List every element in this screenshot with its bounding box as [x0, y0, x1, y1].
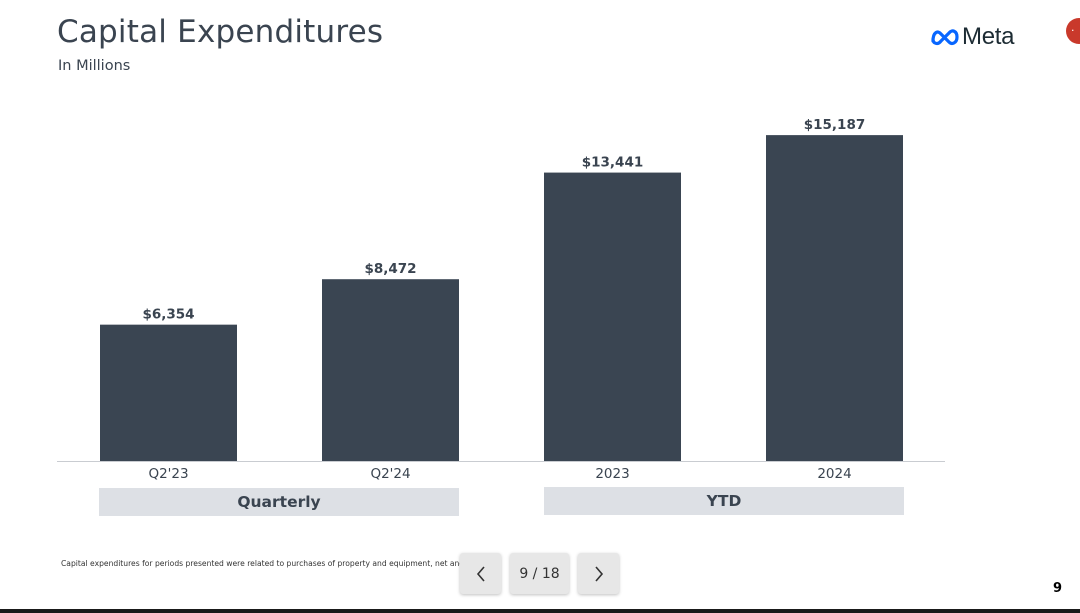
data-label-0: $6,354 — [142, 307, 194, 323]
group-label-ytd: YTD — [544, 487, 904, 515]
x-tick-label-3: 2024 — [817, 466, 851, 482]
bar-3 — [766, 135, 903, 461]
slide-title: Capital Expenditures — [57, 14, 384, 50]
page-indicator: 9 / 18 — [510, 553, 569, 594]
bar-1 — [322, 279, 459, 461]
footnote: Capital expenditures for periods present… — [61, 559, 465, 568]
data-label-1: $8,472 — [364, 261, 416, 277]
previous-page-button[interactable] — [460, 553, 501, 594]
data-label-3: $15,187 — [804, 117, 866, 133]
slide-page-number: 9 — [1052, 581, 1062, 596]
bar-2 — [544, 172, 681, 462]
edge-badge[interactable]: · — [1066, 18, 1080, 44]
data-label-2: $13,441 — [582, 155, 644, 171]
meta-logo: Meta — [930, 22, 1014, 52]
next-page-button[interactable] — [578, 553, 619, 594]
group-label-quarterly: Quarterly — [99, 488, 459, 516]
x-tick-label-2: 2023 — [595, 466, 629, 482]
x-tick-label-1: Q2'24 — [370, 466, 410, 482]
meta-infinity-icon — [931, 29, 959, 46]
chevron-left-icon — [476, 565, 485, 582]
bottom-rule — [0, 609, 1080, 613]
meta-wordmark: Meta — [962, 23, 1015, 50]
slide-subtitle: In Millions — [58, 58, 131, 74]
chevron-right-icon — [594, 565, 603, 582]
bar-0 — [100, 324, 237, 461]
x-tick-label-0: Q2'23 — [148, 466, 188, 482]
